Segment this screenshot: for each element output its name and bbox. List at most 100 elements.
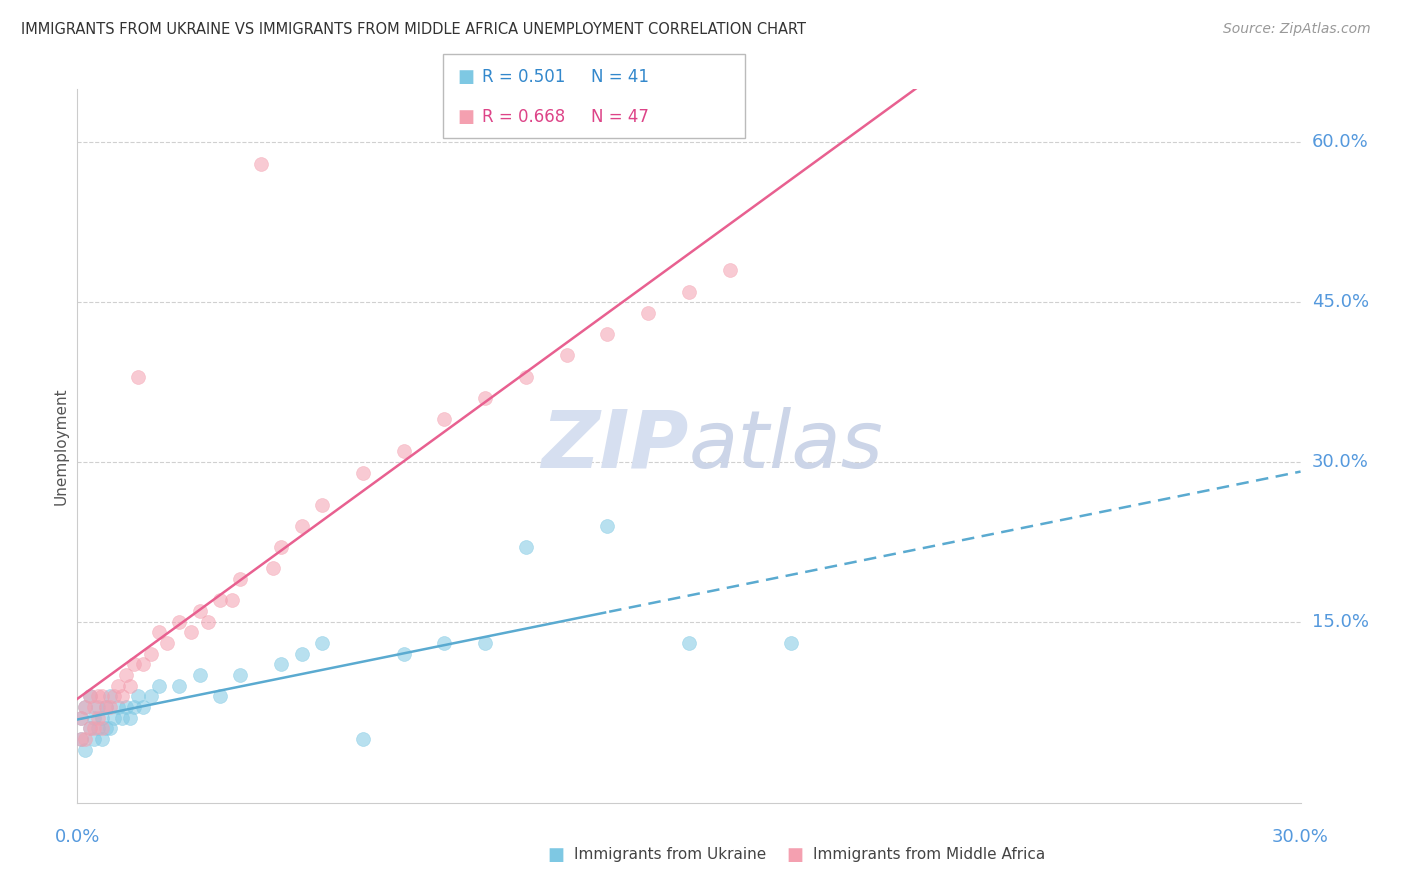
- Point: [107, 700, 129, 714]
- Point: [87, 700, 110, 714]
- Point: [83, 710, 105, 724]
- Text: 30.0%: 30.0%: [1312, 453, 1368, 471]
- Point: [115, 700, 138, 714]
- Text: ■: ■: [457, 69, 474, 87]
- Point: [718, 263, 741, 277]
- Point: [87, 721, 110, 735]
- Point: [148, 679, 170, 693]
- Point: [474, 636, 496, 650]
- Point: [75, 700, 97, 714]
- Point: [139, 647, 162, 661]
- Point: [156, 636, 179, 650]
- Point: [290, 647, 312, 661]
- Point: [180, 625, 202, 640]
- Text: atlas: atlas: [689, 407, 884, 485]
- Point: [311, 636, 333, 650]
- Text: 0.0%: 0.0%: [55, 828, 100, 846]
- Point: [90, 710, 112, 724]
- Point: [120, 710, 142, 724]
- Point: [352, 731, 374, 746]
- Text: IMMIGRANTS FROM UKRAINE VS IMMIGRANTS FROM MIDDLE AFRICA UNEMPLOYMENT CORRELATIO: IMMIGRANTS FROM UKRAINE VS IMMIGRANTS FR…: [21, 22, 806, 37]
- Point: [678, 636, 700, 650]
- Point: [83, 731, 105, 746]
- Point: [139, 690, 162, 704]
- Point: [83, 721, 105, 735]
- Point: [98, 690, 121, 704]
- Point: [270, 657, 292, 672]
- Text: 15.0%: 15.0%: [1312, 613, 1368, 631]
- Point: [352, 466, 374, 480]
- Point: [107, 679, 129, 693]
- Point: [197, 615, 219, 629]
- Point: [103, 690, 125, 704]
- Point: [229, 668, 252, 682]
- Text: N = 47: N = 47: [591, 108, 648, 126]
- Point: [392, 444, 415, 458]
- Point: [127, 369, 149, 384]
- Point: [474, 391, 496, 405]
- Point: [169, 615, 191, 629]
- Point: [111, 690, 134, 704]
- Text: ■: ■: [457, 108, 474, 126]
- Y-axis label: Unemployment: Unemployment: [53, 387, 69, 505]
- Point: [221, 593, 243, 607]
- Text: Immigrants from Middle Africa: Immigrants from Middle Africa: [813, 847, 1045, 862]
- Point: [433, 636, 456, 650]
- Point: [98, 700, 121, 714]
- Point: [79, 690, 101, 704]
- Point: [131, 700, 153, 714]
- Point: [515, 540, 537, 554]
- Point: [270, 540, 292, 554]
- Point: [75, 742, 97, 756]
- Text: 60.0%: 60.0%: [1312, 134, 1368, 152]
- Text: 45.0%: 45.0%: [1312, 293, 1369, 311]
- Point: [433, 412, 456, 426]
- Text: N = 41: N = 41: [591, 69, 648, 87]
- Point: [87, 690, 110, 704]
- Text: R = 0.668: R = 0.668: [482, 108, 565, 126]
- Point: [311, 498, 333, 512]
- Point: [596, 519, 619, 533]
- Point: [94, 700, 117, 714]
- Point: [124, 700, 146, 714]
- Point: [131, 657, 153, 672]
- Point: [148, 625, 170, 640]
- Point: [120, 679, 142, 693]
- Point: [90, 690, 112, 704]
- Point: [79, 690, 101, 704]
- Point: [637, 306, 659, 320]
- Point: [75, 700, 97, 714]
- Text: R = 0.501: R = 0.501: [482, 69, 565, 87]
- Point: [515, 369, 537, 384]
- Text: ZIP: ZIP: [541, 407, 689, 485]
- Point: [70, 710, 93, 724]
- Text: Immigrants from Ukraine: Immigrants from Ukraine: [574, 847, 766, 862]
- Point: [262, 561, 284, 575]
- Point: [188, 668, 211, 682]
- Text: ■: ■: [547, 846, 564, 863]
- Point: [169, 679, 191, 693]
- Point: [555, 349, 578, 363]
- Point: [250, 157, 273, 171]
- Point: [208, 690, 231, 704]
- Text: Source: ZipAtlas.com: Source: ZipAtlas.com: [1223, 22, 1371, 37]
- Point: [87, 710, 110, 724]
- Point: [290, 519, 312, 533]
- Point: [127, 690, 149, 704]
- Point: [208, 593, 231, 607]
- Point: [596, 327, 619, 342]
- Point: [70, 710, 93, 724]
- Point: [188, 604, 211, 618]
- Point: [392, 647, 415, 661]
- Point: [94, 700, 117, 714]
- Point: [124, 657, 146, 672]
- Point: [94, 721, 117, 735]
- Point: [79, 721, 101, 735]
- Point: [103, 710, 125, 724]
- Point: [83, 700, 105, 714]
- Point: [75, 731, 97, 746]
- Point: [115, 668, 138, 682]
- Point: [70, 731, 93, 746]
- Point: [229, 572, 252, 586]
- Point: [779, 636, 801, 650]
